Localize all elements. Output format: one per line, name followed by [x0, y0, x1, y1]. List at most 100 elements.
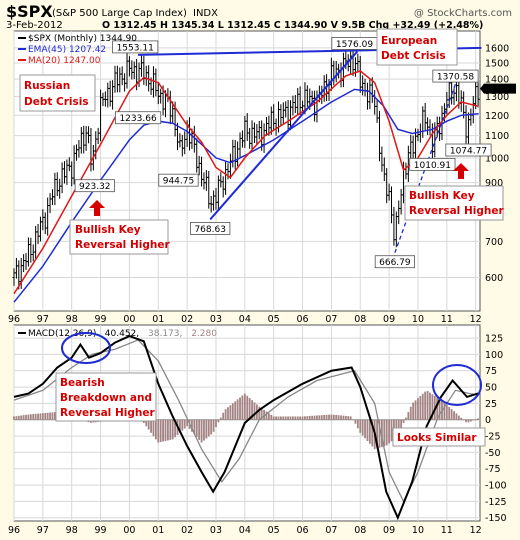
macd-histogram-bar	[183, 419, 186, 429]
macd-histogram-bar	[380, 419, 383, 448]
macd-y-tick-label: -125	[485, 497, 507, 508]
macd-x-tick-label: 11	[441, 525, 453, 536]
price-x-tick-label: 99	[95, 314, 107, 325]
macd-histogram-bar	[462, 419, 465, 421]
price-legend-text: EMA(45) 1207.42	[28, 45, 106, 55]
macd-histogram-bar	[154, 419, 157, 440]
price-value-text: 923.32	[79, 182, 111, 192]
price-value-text: 1370.58	[437, 73, 474, 83]
macd-histogram-bar	[162, 419, 164, 442]
macd-histogram-bar	[282, 416, 285, 420]
price-x-tick-label: 10	[412, 314, 424, 325]
price-bar	[476, 78, 480, 108]
macd-histogram-bar	[426, 390, 429, 420]
macd-histogram-bar	[224, 409, 227, 420]
price-legend-text: $SPX (Monthly) 1344.90	[28, 34, 137, 44]
macd-y-tick-label: 50	[485, 383, 497, 394]
macd-histogram-bar	[429, 392, 431, 420]
macd-histogram-bar	[147, 419, 150, 430]
macd-histogram-bar	[460, 417, 463, 420]
macd-histogram-bar	[227, 407, 229, 420]
macd-histogram-bar	[306, 416, 309, 420]
price-x-tick-label: 12	[470, 314, 482, 325]
macd-x-tick-label: 07	[325, 525, 337, 536]
macd-x-tick-label: 97	[37, 525, 49, 536]
macd-histogram-bar	[46, 412, 49, 420]
macd-x-tick-label: 08	[354, 525, 366, 536]
macd-histogram-bar	[253, 402, 256, 420]
macd-histogram-bar	[222, 412, 225, 420]
macd-histogram-bar	[412, 402, 415, 420]
price-y-tick-label: 900	[485, 178, 503, 189]
macd-histogram-bar	[22, 415, 25, 420]
up-arrow-icon	[453, 163, 469, 179]
macd-histogram-bar	[414, 400, 417, 420]
price-value-label: 1233.66	[115, 111, 162, 124]
macd-histogram-bar	[157, 419, 160, 443]
price-legend-item: $SPX (Monthly) 1344.90	[18, 34, 137, 44]
price-x-tick-label: 96	[8, 314, 20, 325]
macd-histogram-bar	[234, 401, 237, 420]
header-name: (S&P 500 Large Cap Index)	[52, 8, 187, 19]
price-y-tick-label: 600	[485, 273, 503, 284]
macd-histogram-bar	[328, 414, 330, 420]
macd-histogram-bar	[270, 414, 273, 420]
price-x-axis: 96 97 98 99 00 01 02 03 04 05 06 07 08 09 10 11 12	[8, 314, 482, 325]
price-x-tick-label: 05	[268, 314, 280, 325]
european-debt-crisis-annotation: European Debt Crisis	[376, 28, 458, 66]
macd-histogram-bar	[465, 419, 467, 423]
macd-histogram-bar	[368, 419, 371, 444]
russian-line-2: Debt Crisis	[24, 96, 89, 108]
macd-histogram-bar	[474, 419, 477, 420]
russian-debt-crisis-annotation: Russian Debt Crisis	[19, 74, 96, 112]
macd-x-tick-label: 10	[412, 525, 424, 536]
macd-histogram-bar	[159, 419, 162, 443]
macd-histogram-bar	[29, 414, 32, 420]
price-panel: 6007008009001000110012001300140015001600…	[8, 28, 516, 325]
macd-histogram-bar	[323, 414, 326, 420]
price-labels: 1553.11 1233.66 923.32 944.75 768.63 1576.09 6…	[74, 37, 492, 268]
header-date: 3-Feb-2012	[6, 20, 63, 31]
macd-histogram-bar	[248, 397, 251, 420]
price-legend-item: MA(20) 1247.00	[18, 56, 101, 66]
price-value-label: 1553.11	[112, 40, 159, 53]
macd-x-tick-label: 96	[8, 525, 20, 536]
macd-histogram-bar	[217, 419, 220, 423]
macd-histogram-bar	[53, 412, 56, 420]
macd-histogram-bar	[320, 415, 323, 420]
macd-legend-text: 2.280	[191, 329, 217, 339]
macd-top-2011-circle	[432, 364, 482, 406]
macd-histogram-bar	[44, 412, 47, 420]
macd-x-tick-label: 04	[239, 525, 251, 536]
macd-legend-text: MACD(12,26,9)	[28, 329, 96, 339]
macd-x-tick-label: 09	[383, 525, 395, 536]
macd-histogram-bar	[344, 415, 347, 420]
macd-histogram-bar	[364, 419, 366, 439]
macd-histogram-bar	[179, 419, 181, 433]
price-value-label: 923.32	[74, 179, 115, 192]
header-exchange: INDX	[193, 8, 218, 19]
macd-histogram-bar	[417, 398, 419, 420]
macd-histogram-bar	[207, 419, 210, 437]
macd-histogram-bar	[272, 416, 275, 420]
macd-y-tick-label: -150	[485, 513, 507, 524]
bearish-breakdown-annotation: Bearish Breakdown and Reversal Higher	[55, 372, 157, 422]
price-x-tick-label: 01	[152, 314, 164, 325]
macd-histogram-bar	[25, 414, 27, 420]
macd-histogram-bar	[289, 416, 292, 420]
macd-x-tick-label: 05	[268, 525, 280, 536]
macd-histogram-bar	[304, 416, 306, 420]
macd-histogram-bar	[277, 416, 280, 420]
price-legend-item: EMA(45) 1207.42	[18, 45, 106, 55]
bullish-1-line-1: Bullish Key	[75, 224, 141, 236]
macd-x-tick-label: 98	[66, 525, 78, 536]
macd-histogram-bar	[337, 415, 340, 420]
macd-histogram-bar	[229, 405, 232, 420]
price-x-tick-label: 08	[354, 314, 366, 325]
macd-histogram-bar	[455, 413, 458, 420]
macd-histogram-bar	[359, 419, 362, 433]
price-value-label: 666.79	[374, 255, 415, 268]
macd-histogram-bar	[405, 417, 407, 420]
